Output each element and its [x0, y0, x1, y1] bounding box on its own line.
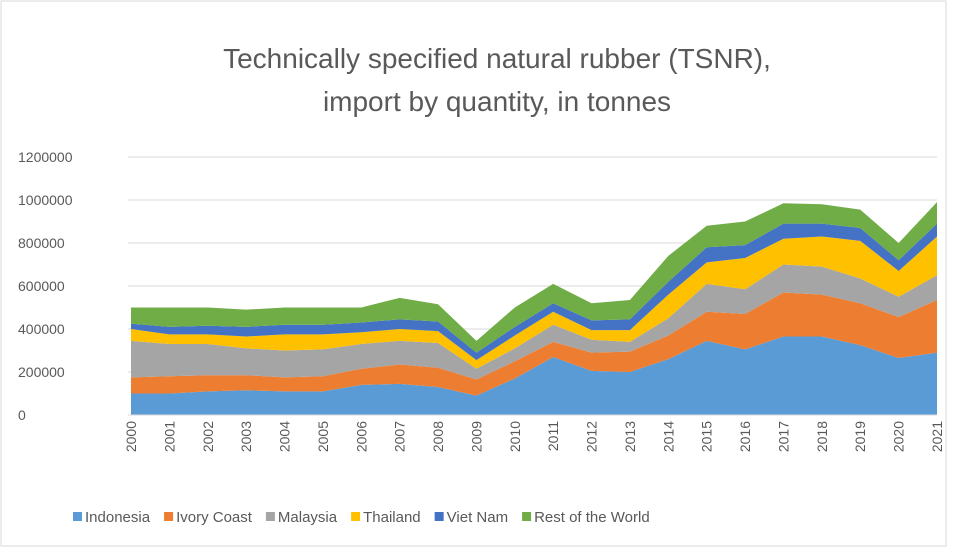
x-tick-label: 2012 [584, 421, 600, 452]
legend-swatch [434, 512, 444, 521]
x-tick-label: 2011 [545, 421, 561, 451]
area [131, 292, 937, 396]
x-tick-label: 2007 [392, 421, 408, 452]
area [131, 202, 937, 353]
x-tick-label: 2014 [660, 421, 676, 452]
area [131, 264, 937, 380]
x-tick-label: 2009 [468, 421, 484, 452]
x-tick-label: 2006 [353, 421, 369, 452]
y-tick-label: 200000 [18, 364, 65, 380]
legend-label: Malaysia [278, 509, 338, 526]
area [131, 336, 937, 415]
x-tick-label: 2008 [430, 421, 446, 452]
chart-title: Technically specified natural rubber (TS… [223, 43, 771, 74]
x-tick-label: 2016 [737, 421, 753, 452]
legend-swatch [351, 512, 361, 521]
legend-label: Viet Nam [447, 509, 508, 526]
x-tick-label: 2018 [814, 421, 830, 452]
chart-title: import by quantity, in tonnes [323, 86, 671, 117]
x-tick-label: 2004 [277, 421, 293, 452]
legend-swatch [73, 512, 82, 521]
x-tick-label: 2002 [200, 421, 216, 452]
x-tick-label: 2010 [507, 421, 523, 452]
y-tick-label: 600000 [18, 278, 65, 294]
x-tick-label: 2003 [238, 421, 254, 452]
legend-label: Ivory Coast [176, 509, 253, 526]
x-tick-label: 2005 [315, 421, 331, 452]
y-tick-label: 800000 [18, 235, 65, 251]
legend-label: Rest of the World [534, 509, 650, 526]
x-tick-label: 2015 [699, 421, 715, 452]
legend-label: Indonesia [85, 509, 151, 526]
x-tick-label: 2020 [891, 421, 907, 452]
x-tick-label: 2013 [622, 421, 638, 452]
x-tick-label: 2021 [929, 421, 945, 452]
legend-label: Thailand [363, 509, 421, 526]
x-tick-label: 2000 [123, 421, 139, 452]
legend-swatch [265, 512, 275, 521]
x-tick-label: 2019 [852, 421, 868, 452]
legend-swatch [164, 512, 174, 521]
x-tick-label: 2001 [161, 421, 177, 452]
y-tick-label: 400000 [18, 321, 65, 337]
area [131, 223, 937, 361]
y-tick-label: 1200000 [18, 149, 73, 165]
legend-swatch [522, 512, 532, 521]
area [131, 236, 937, 369]
y-tick-label: 1000000 [18, 192, 73, 208]
y-tick-label: 0 [18, 407, 26, 423]
x-tick-label: 2017 [775, 421, 791, 452]
